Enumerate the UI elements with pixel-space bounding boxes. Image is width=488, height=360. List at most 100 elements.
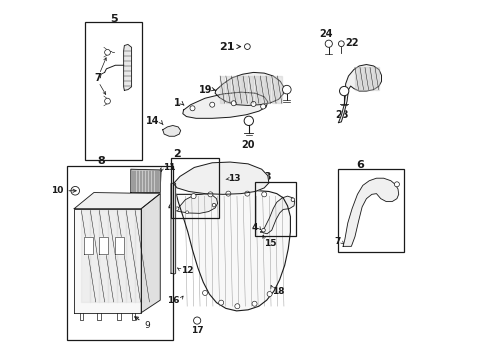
Circle shape	[185, 211, 188, 214]
Text: 16: 16	[167, 296, 180, 305]
Polygon shape	[83, 237, 93, 253]
Circle shape	[261, 192, 266, 197]
Polygon shape	[74, 209, 141, 313]
Text: 8: 8	[97, 156, 105, 166]
Text: 14: 14	[145, 116, 159, 126]
Polygon shape	[173, 162, 268, 194]
Bar	[67, 166, 172, 339]
Text: 24: 24	[319, 29, 332, 39]
Polygon shape	[115, 237, 123, 253]
Circle shape	[218, 300, 223, 305]
Text: 21: 21	[219, 42, 234, 51]
Polygon shape	[260, 196, 294, 234]
Text: 11: 11	[163, 163, 175, 172]
Polygon shape	[90, 211, 99, 302]
Polygon shape	[231, 76, 235, 103]
Circle shape	[394, 182, 399, 187]
Bar	[171, 158, 219, 218]
Text: 17: 17	[190, 326, 203, 335]
Polygon shape	[374, 67, 378, 90]
Polygon shape	[176, 191, 290, 311]
Polygon shape	[359, 67, 363, 90]
Text: 23: 23	[335, 111, 348, 121]
Polygon shape	[99, 211, 108, 302]
Text: 6: 6	[355, 159, 363, 170]
Polygon shape	[81, 211, 90, 302]
Circle shape	[193, 317, 201, 324]
Text: 4: 4	[251, 223, 258, 232]
Circle shape	[244, 116, 253, 126]
Text: 10: 10	[51, 186, 76, 195]
Polygon shape	[338, 64, 381, 123]
Text: 3: 3	[263, 172, 270, 182]
Text: 9: 9	[135, 317, 149, 330]
Circle shape	[325, 40, 332, 47]
Text: 4: 4	[167, 202, 173, 211]
Text: 2: 2	[173, 149, 181, 159]
Polygon shape	[277, 76, 281, 103]
Polygon shape	[141, 194, 160, 313]
Polygon shape	[225, 76, 230, 103]
Text: 1: 1	[174, 98, 180, 108]
Circle shape	[251, 301, 257, 306]
Text: 5: 5	[110, 14, 117, 24]
Circle shape	[244, 44, 250, 49]
Circle shape	[338, 41, 344, 46]
Polygon shape	[354, 67, 358, 90]
Circle shape	[261, 228, 265, 232]
Circle shape	[191, 194, 196, 199]
Polygon shape	[99, 237, 108, 253]
Text: 13: 13	[227, 174, 240, 183]
Polygon shape	[183, 92, 267, 118]
Circle shape	[175, 207, 179, 211]
Text: 12: 12	[180, 266, 193, 275]
Polygon shape	[135, 211, 144, 302]
Circle shape	[104, 49, 110, 55]
Polygon shape	[260, 76, 264, 103]
Circle shape	[266, 292, 271, 297]
Circle shape	[202, 291, 207, 296]
Polygon shape	[123, 44, 131, 90]
Text: 18: 18	[271, 287, 284, 296]
Circle shape	[225, 191, 230, 196]
Circle shape	[250, 102, 255, 107]
Circle shape	[231, 101, 236, 106]
Text: 15: 15	[264, 239, 276, 248]
Polygon shape	[265, 76, 270, 103]
Polygon shape	[243, 76, 247, 103]
Polygon shape	[163, 126, 180, 136]
Circle shape	[260, 104, 265, 109]
Polygon shape	[369, 67, 373, 90]
Polygon shape	[248, 76, 253, 103]
Polygon shape	[220, 76, 224, 103]
Circle shape	[339, 86, 348, 96]
Polygon shape	[364, 67, 368, 90]
Polygon shape	[108, 211, 117, 302]
Polygon shape	[131, 169, 160, 193]
Polygon shape	[117, 211, 126, 302]
Circle shape	[104, 98, 110, 104]
Polygon shape	[237, 76, 241, 103]
Polygon shape	[126, 211, 135, 302]
Text: 20: 20	[241, 140, 254, 150]
Circle shape	[244, 191, 249, 196]
Polygon shape	[171, 183, 175, 274]
Circle shape	[290, 198, 294, 202]
Circle shape	[190, 106, 195, 111]
Polygon shape	[271, 76, 276, 103]
Text: 7: 7	[334, 237, 340, 246]
Circle shape	[71, 186, 80, 195]
Circle shape	[209, 102, 214, 107]
Text: 22: 22	[345, 38, 358, 48]
Polygon shape	[343, 178, 398, 246]
Circle shape	[212, 203, 215, 207]
Bar	[255, 182, 296, 235]
Bar	[337, 169, 403, 252]
Polygon shape	[254, 76, 258, 103]
Circle shape	[282, 85, 290, 94]
Circle shape	[207, 192, 212, 197]
Text: 7: 7	[94, 73, 101, 83]
Bar	[85, 22, 142, 160]
Polygon shape	[215, 72, 284, 105]
Text: 19: 19	[198, 85, 212, 95]
